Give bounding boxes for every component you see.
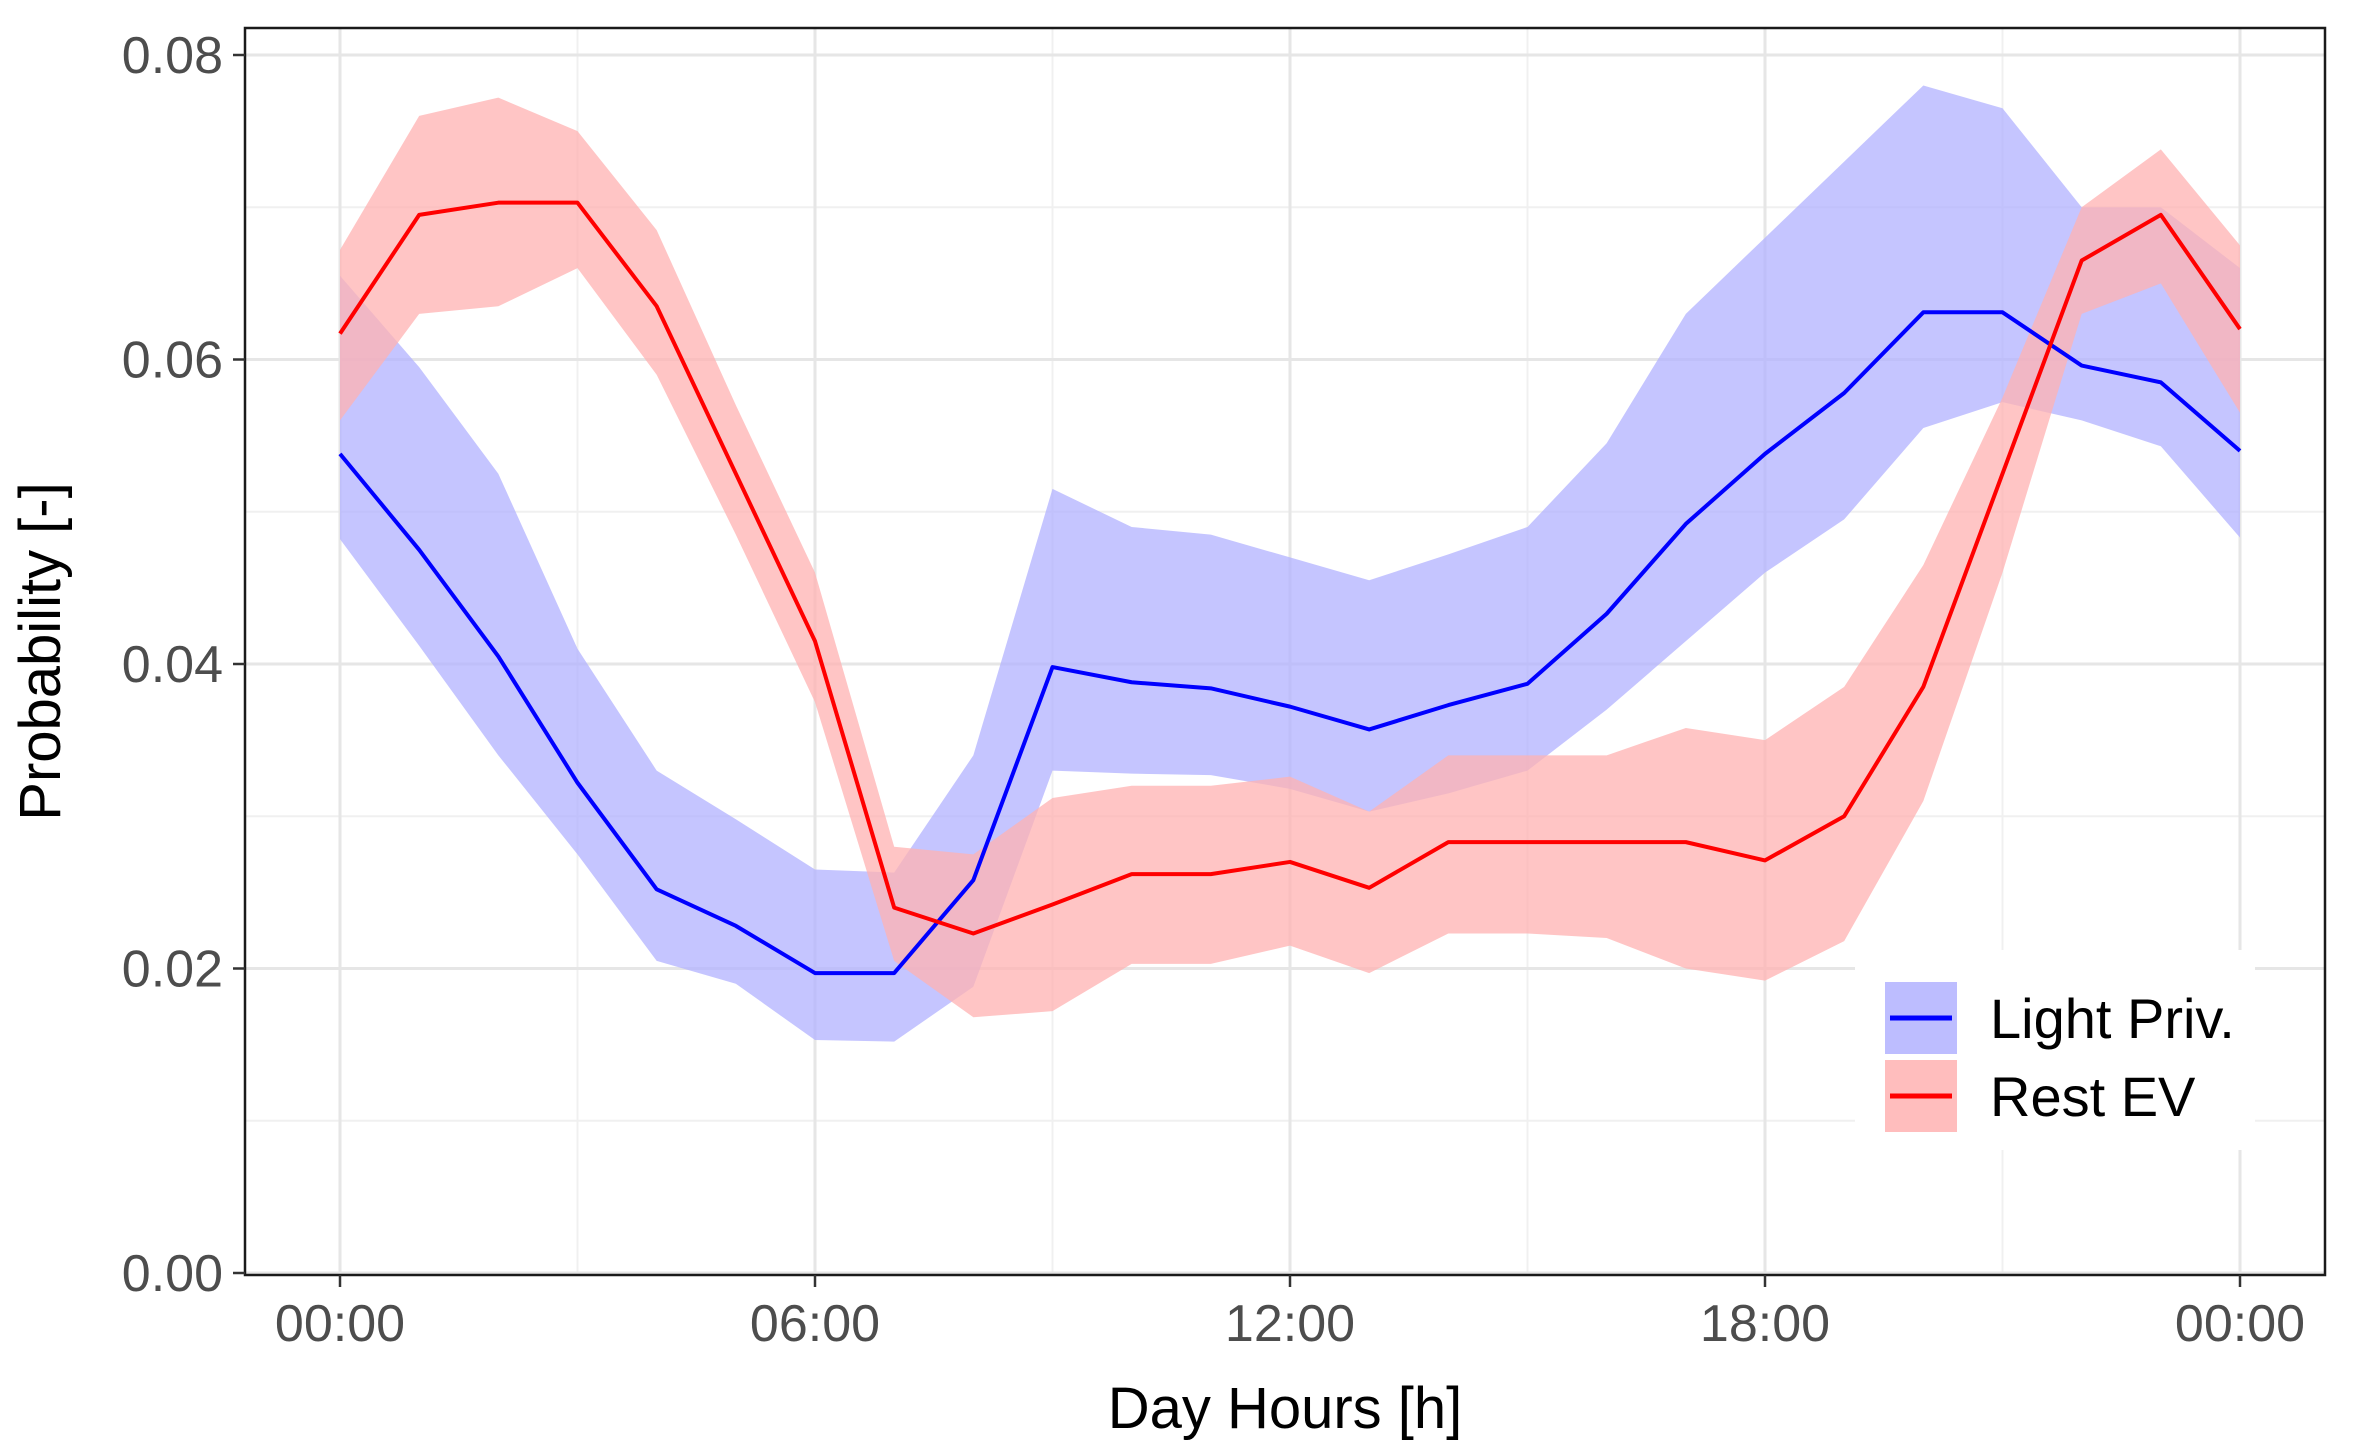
series-lines: [338, 200, 2242, 976]
x-tick-label: 18:00: [1700, 1295, 1830, 1353]
x-tick-labels: 00:00 06:00 12:00 18:00 00:00: [275, 1295, 2305, 1353]
confidence-bands: [340, 85, 2240, 1042]
x-tick-label: 12:00: [1225, 1295, 1355, 1353]
y-tick-labels: 0.00 0.02 0.04 0.06 0.08: [122, 27, 223, 1303]
y-tick-label: 0.00: [122, 1245, 223, 1303]
x-tick-label: 06:00: [750, 1295, 880, 1353]
x-tick-label: 00:00: [2175, 1295, 2305, 1353]
legend: Light Priv. Rest EV: [1855, 950, 2255, 1150]
y-axis-title: Probability [-]: [8, 482, 73, 820]
y-tick-label: 0.06: [122, 332, 223, 390]
band-light-priv: [340, 85, 2240, 1042]
line-light-priv: [338, 310, 2242, 976]
y-tick-label: 0.08: [122, 27, 223, 85]
line-rest-ev: [338, 200, 2242, 936]
x-tick-label: 00:00: [275, 1295, 405, 1353]
legend-label-rest-ev: Rest EV: [1990, 1065, 2196, 1128]
plot-panel-border: [243, 26, 2327, 1277]
band-rest-ev: [340, 97, 2240, 1018]
x-axis-title: Day Hours [h]: [1108, 1376, 1463, 1441]
y-tick-label: 0.02: [122, 941, 223, 999]
legend-label-light-priv: Light Priv.: [1990, 987, 2235, 1050]
axis-ticks: [233, 53, 2242, 1287]
y-tick-label: 0.04: [122, 636, 223, 694]
